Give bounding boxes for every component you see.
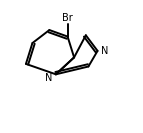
- Text: N: N: [45, 73, 52, 83]
- Text: N: N: [101, 46, 108, 56]
- Text: Br: Br: [62, 13, 73, 23]
